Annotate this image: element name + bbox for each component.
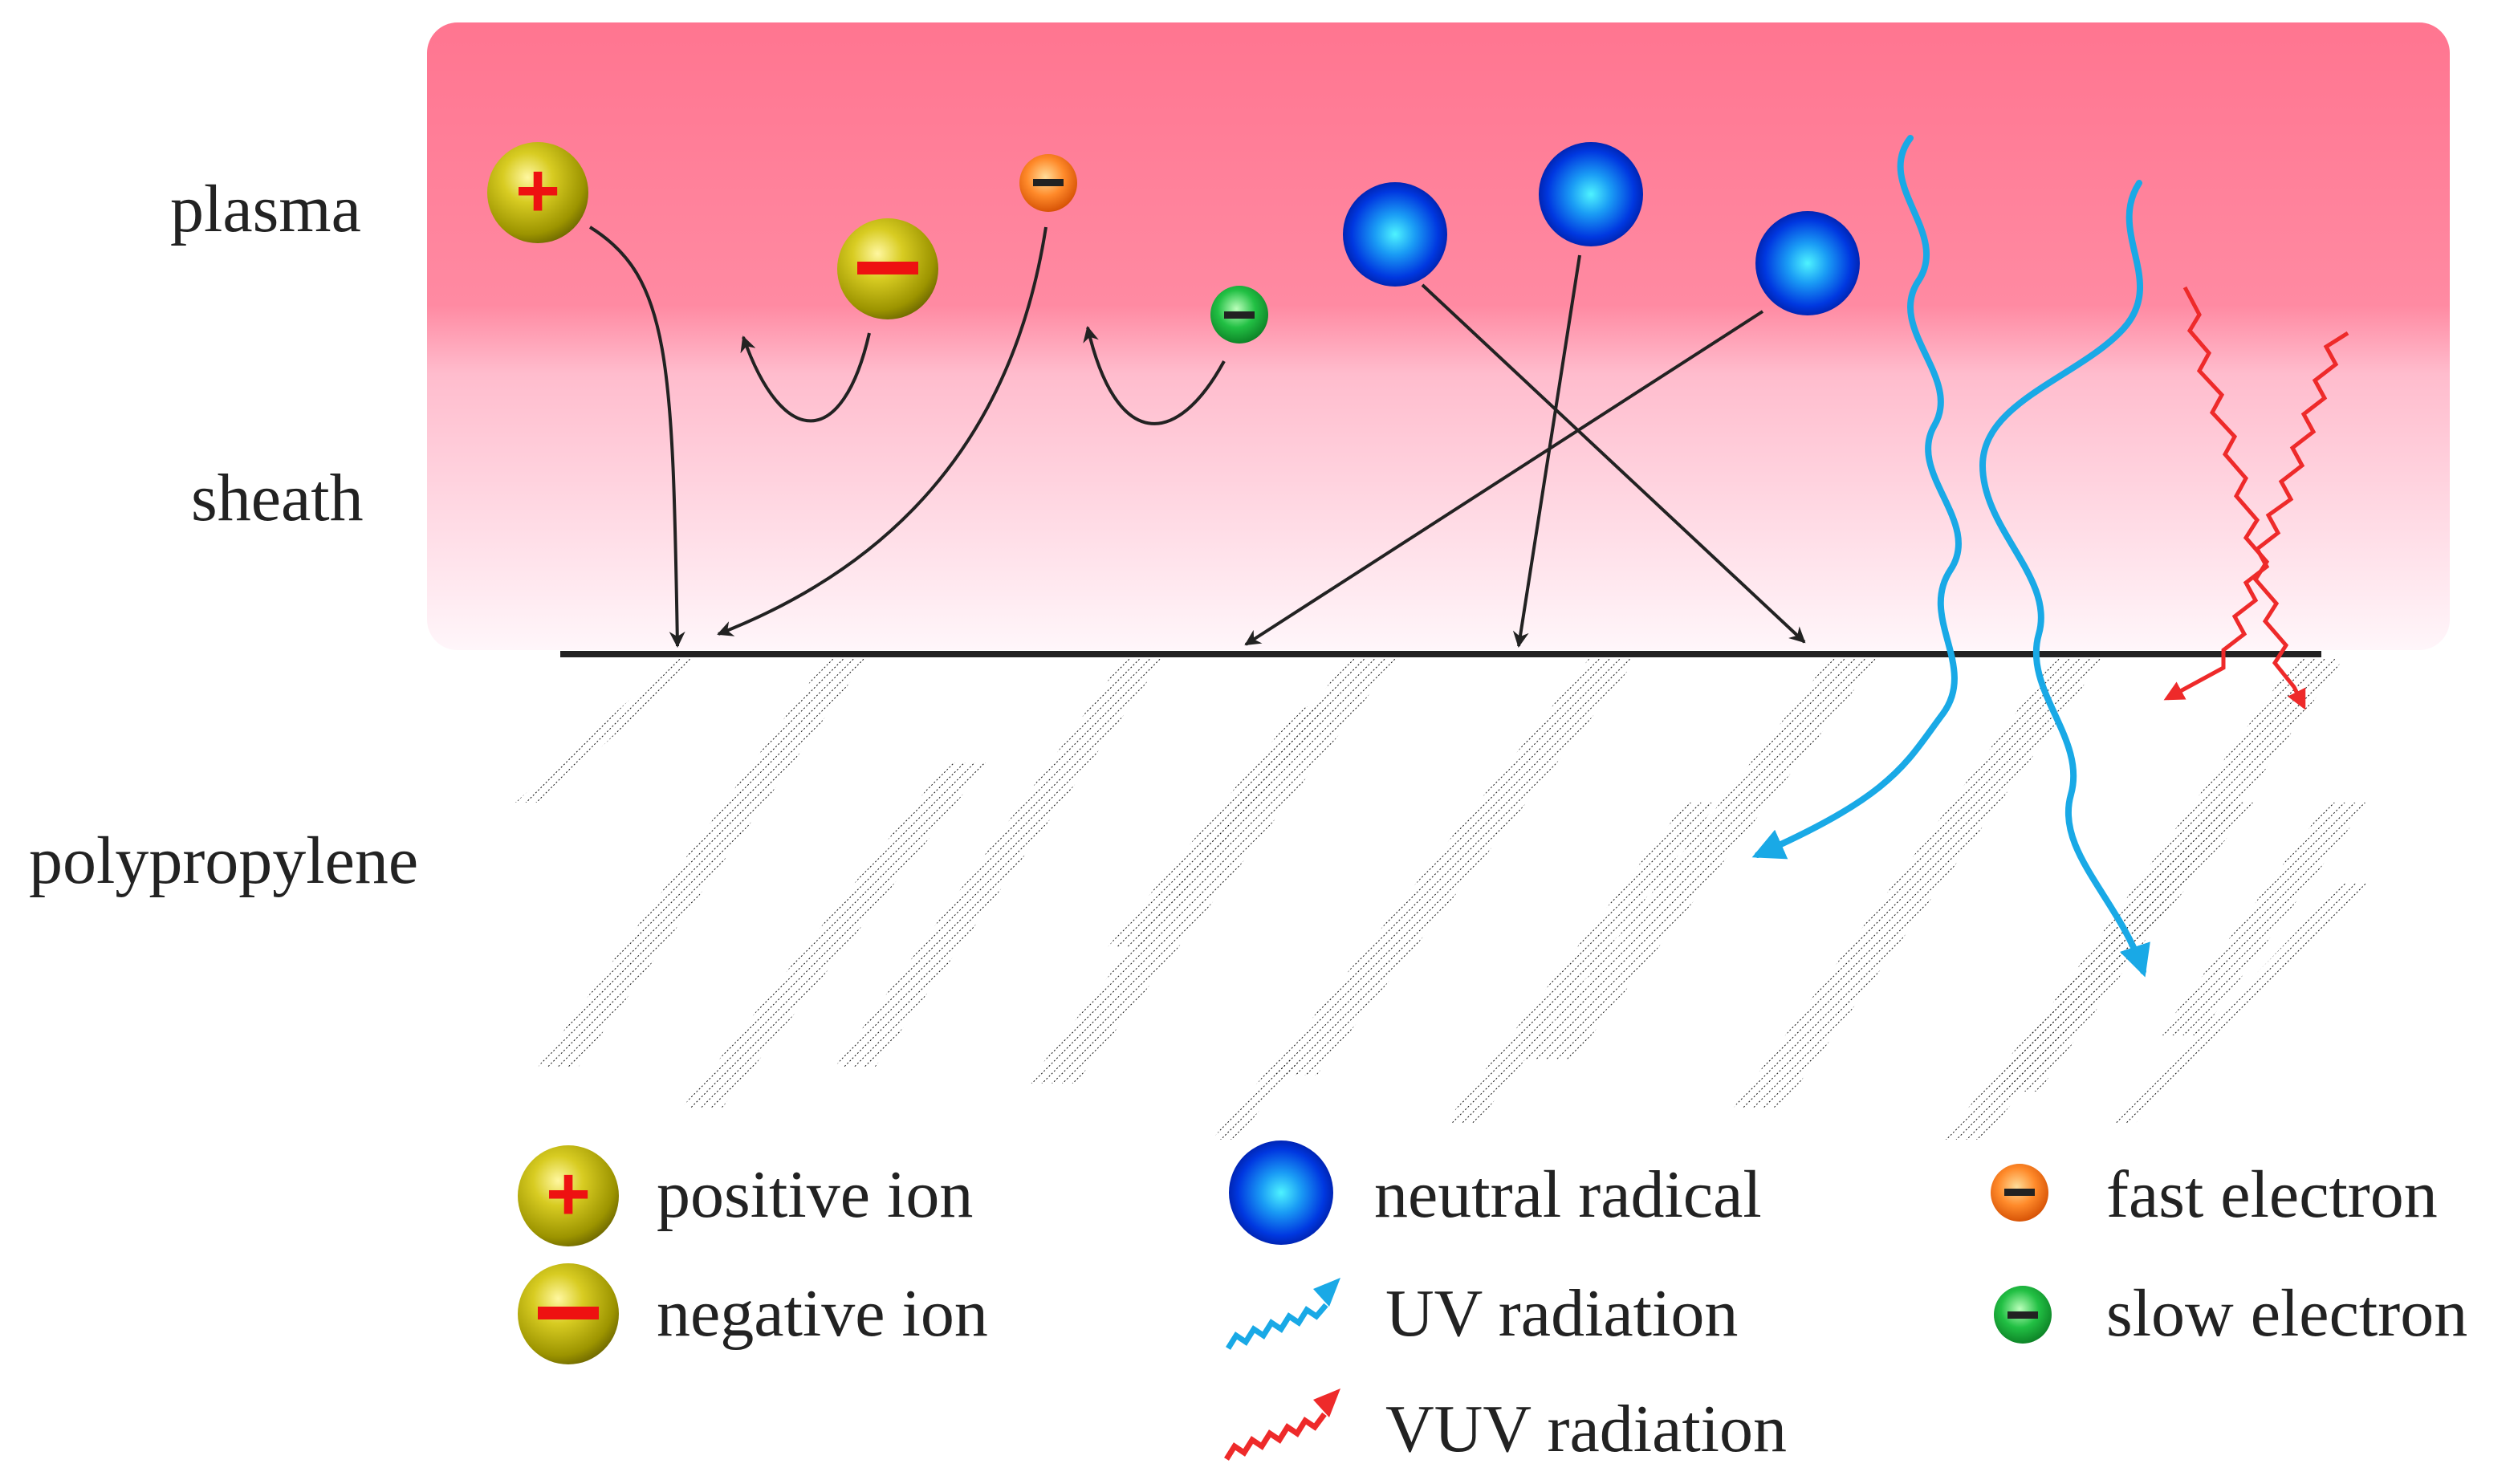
positive-ion: + [487, 142, 588, 243]
legend-uv-radiation-label: UV radiation [1385, 1276, 1738, 1351]
legend-slow-electron-label: slow electron [2106, 1276, 2467, 1351]
legend-vuv-radiation-label: VUV radiation [1385, 1392, 1787, 1466]
uv-ray-1 [1751, 135, 1962, 860]
slow-electron-trajectory [1083, 326, 1226, 425]
legend-slow-electron-icon [1994, 1286, 2052, 1344]
legend-uv-radiation-icon [1226, 1278, 1340, 1350]
slow-electron [1210, 286, 1268, 344]
uv-rays [1751, 135, 2150, 978]
negative-ion-trajectory [740, 332, 871, 423]
vuv-ray-2 [2163, 331, 2349, 701]
radical-trajectory-3 [1244, 310, 1764, 646]
svg-text:+: + [515, 148, 560, 234]
fast-electron-trajectory [717, 226, 1047, 636]
radical-trajectory-1 [1421, 283, 1806, 644]
particle-trajectories [588, 226, 1806, 648]
vuv-rays [2163, 286, 2349, 710]
vuv-ray-1 [2182, 286, 2306, 710]
legend: + positive ion negative ion neutral radi… [518, 1140, 2467, 1466]
positive-ion-trajectory [588, 226, 685, 648]
legend-vuv-radiation-icon [1224, 1388, 1340, 1461]
legend-fast-electron-label: fast electron [2106, 1157, 2438, 1232]
sheath-label: sheath [191, 461, 364, 535]
neutral-radical-1 [1343, 182, 1447, 287]
legend-neutral-radical-icon [1229, 1140, 1333, 1245]
negative-ion [837, 218, 938, 319]
polypropylene-label: polypropylene [29, 823, 418, 898]
plasma-label: plasma [170, 172, 361, 246]
legend-negative-ion-icon [518, 1263, 619, 1364]
legend-fast-electron-icon [1991, 1164, 2048, 1222]
legend-neutral-radical-label: neutral radical [1374, 1157, 1762, 1232]
polypropylene-hatching [515, 658, 2368, 1140]
legend-positive-ion-label: positive ion [657, 1157, 973, 1232]
uv-ray-2 [1979, 180, 2150, 978]
legend-negative-ion-label: negative ion [657, 1276, 988, 1351]
legend-positive-ion-icon: + [518, 1145, 619, 1246]
neutral-radical-3 [1755, 211, 1860, 315]
neutral-radical-2 [1539, 142, 1643, 246]
fast-electron [1019, 154, 1077, 212]
svg-text:+: + [546, 1151, 591, 1237]
plasma-sheath-region [427, 22, 2450, 650]
